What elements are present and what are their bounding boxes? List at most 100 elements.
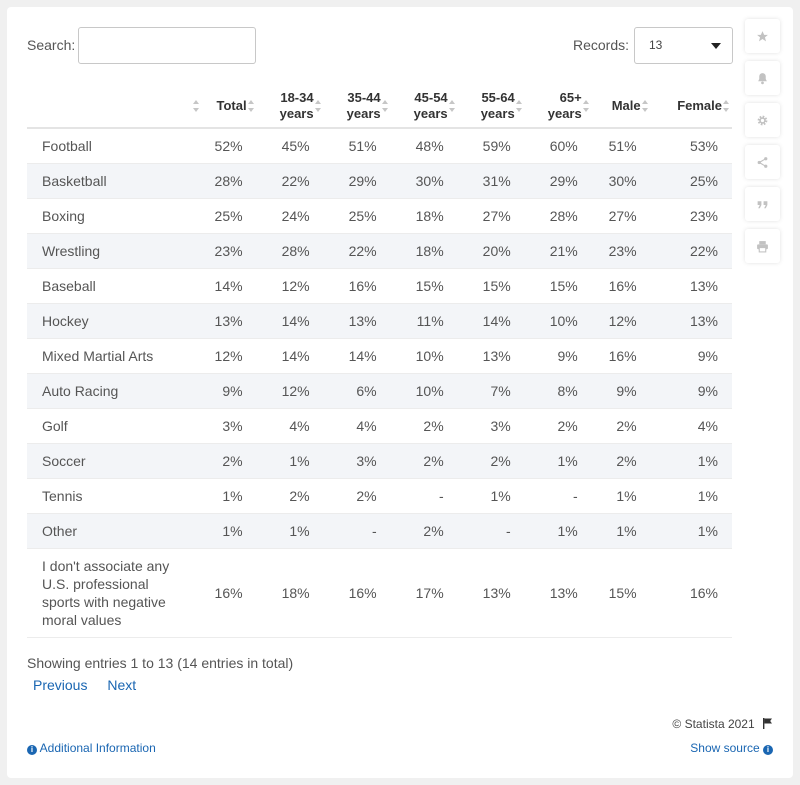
- table-cell: 45%: [256, 128, 324, 164]
- row-label: Boxing: [27, 198, 202, 234]
- table-row: Tennis 1% 2% 2% -1% -1% 1%: [27, 478, 732, 514]
- table-cell: 27%: [591, 198, 651, 234]
- table-cell: 12%: [201, 338, 257, 374]
- table-cell: 13%: [201, 303, 257, 339]
- table-cell: 15%: [591, 548, 651, 638]
- table-cell: 14%: [256, 338, 324, 374]
- column-header-65-plus[interactable]: 65+ years: [524, 84, 592, 129]
- table-cell: 1%: [650, 478, 732, 514]
- table-cell: 8%: [524, 373, 592, 409]
- table-cell: -: [390, 478, 458, 514]
- column-header-35-44[interactable]: 35-44 years: [323, 84, 391, 129]
- table-cell: 10%: [390, 373, 458, 409]
- table-row: Mixed Martial Arts 12% 14% 14% 10% 13% 9% 16% 9%: [27, 338, 732, 374]
- table-row: Soccer 2% 1% 3% 2% 2% 1% 2% 1%: [27, 443, 732, 479]
- table-cell: 16%: [650, 548, 732, 638]
- table-cell: 31%: [457, 163, 525, 199]
- table-row: Boxing 25% 24% 25% 18% 27% 28% 27% 23%: [27, 198, 732, 234]
- table-cell: 13%: [650, 303, 732, 339]
- column-header-male[interactable]: Male: [591, 84, 651, 129]
- print-button[interactable]: [745, 229, 780, 263]
- column-header-45-54[interactable]: 45-54 years: [390, 84, 458, 129]
- additional-information-link[interactable]: i Additional Information: [27, 741, 156, 755]
- table-cell: 6%: [323, 373, 391, 409]
- info-icon: i: [27, 745, 37, 755]
- column-header-18-34[interactable]: 18-34 years: [256, 84, 324, 129]
- table-cell: 48%: [390, 128, 458, 164]
- table-cell: 12%: [256, 268, 324, 304]
- row-label-line: sports with negative: [42, 593, 166, 610]
- header-row: Total 18-34 years 35-44 years 45-54 years 5…: [27, 84, 732, 129]
- search-input[interactable]: [78, 27, 256, 64]
- table-cell: 1%: [256, 513, 324, 549]
- table-cell: 1%: [524, 443, 592, 479]
- column-header-55-64[interactable]: 55-64 years: [457, 84, 525, 129]
- next-link[interactable]: Next: [107, 677, 137, 693]
- table-cell: 25%: [650, 163, 732, 199]
- table-cell: 28%: [201, 163, 257, 199]
- table-cell: 29%: [524, 163, 592, 199]
- table-cell: 59%: [457, 128, 525, 164]
- table-cell: 51%: [323, 128, 391, 164]
- table-cell: 10%: [524, 303, 592, 339]
- settings-button[interactable]: [745, 103, 780, 137]
- quote-icon: [757, 200, 768, 208]
- table-cell: 9%: [650, 338, 732, 374]
- show-source-link[interactable]: Show source i: [690, 741, 773, 755]
- table-cell: 22%: [323, 233, 391, 269]
- table-cell: 18%: [256, 548, 324, 638]
- sort-icon: [515, 99, 523, 113]
- table-cell: 1%: [591, 513, 651, 549]
- table-cell: 51%: [591, 128, 651, 164]
- table-cell: 1%: [591, 478, 651, 514]
- row-label-line: moral values: [42, 611, 122, 628]
- table-cell: 27%: [457, 198, 525, 234]
- table-cell: 2%: [390, 443, 458, 479]
- table-cell: 24%: [256, 198, 324, 234]
- flag-icon[interactable]: [762, 718, 773, 732]
- column-header-total[interactable]: Total: [201, 84, 257, 129]
- table-cell: -: [457, 513, 525, 549]
- table-cell: 10%: [390, 338, 458, 374]
- action-sidebar: [745, 19, 780, 271]
- records-select[interactable]: 13: [634, 27, 733, 64]
- cite-button[interactable]: [745, 187, 780, 221]
- favorite-button[interactable]: [745, 19, 780, 53]
- show-source-label: Show source: [690, 741, 760, 755]
- table-cell: 16%: [201, 548, 257, 638]
- share-button[interactable]: [745, 145, 780, 179]
- table-cell: 12%: [256, 373, 324, 409]
- row-label: Other: [27, 513, 202, 549]
- table-row: Wrestling 23% 28% 22% 18% 20% 21% 23% 22%: [27, 233, 732, 269]
- table-cell: 20%: [457, 233, 525, 269]
- table-cell: 1%: [457, 478, 525, 514]
- table-cell: 28%: [524, 198, 592, 234]
- previous-link[interactable]: Previous: [33, 677, 88, 693]
- table-cell: 12%: [591, 303, 651, 339]
- column-header-category[interactable]: [27, 84, 202, 129]
- table-cell: 22%: [650, 233, 732, 269]
- table-cell: 25%: [201, 198, 257, 234]
- sort-icon: [192, 99, 200, 113]
- share-icon: [757, 156, 768, 168]
- table-cell: 1%: [201, 513, 257, 549]
- caret-down-icon: [711, 43, 721, 49]
- table-cell: 2%: [201, 443, 257, 479]
- column-header-female[interactable]: Female: [650, 84, 732, 129]
- table-cell: 2%: [591, 443, 651, 479]
- table-cell: 3%: [201, 408, 257, 444]
- table-cell: 2%: [256, 478, 324, 514]
- table-cell: 23%: [591, 233, 651, 269]
- table-cell: 2%: [390, 513, 458, 549]
- info-icon: i: [763, 745, 773, 755]
- table-cell: 28%: [256, 233, 324, 269]
- statista-card: Search: Records: 13 Total 18-34 years 35-…: [7, 7, 793, 778]
- table-row: Baseball 14% 12% 16% 15% 15% 15% 16% 13%: [27, 268, 732, 304]
- row-label: Golf: [27, 408, 202, 444]
- additional-information-label: Additional Information: [39, 741, 156, 755]
- table-cell: 18%: [390, 233, 458, 269]
- notification-button[interactable]: [745, 61, 780, 95]
- table-cell: 15%: [390, 268, 458, 304]
- table-cell: 1%: [650, 443, 732, 479]
- table-cell: 18%: [390, 198, 458, 234]
